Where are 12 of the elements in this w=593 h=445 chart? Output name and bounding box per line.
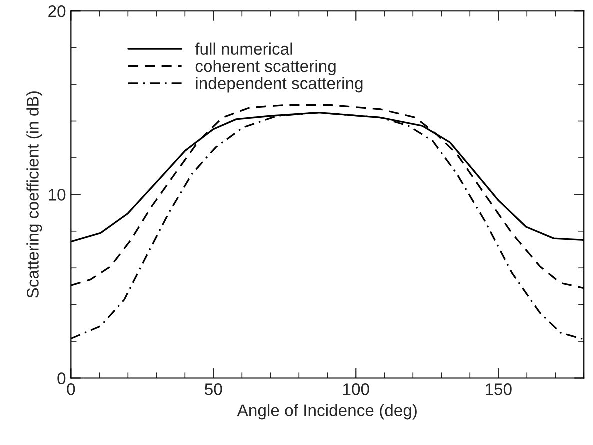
x-tick-label: 150 [486, 384, 512, 396]
x-tick-label: 0 [67, 384, 76, 396]
legend-label: full numerical [195, 42, 292, 56]
y-tick-label: 0 [58, 372, 66, 384]
x-tick-label: 50 [205, 384, 222, 396]
legend-label: coherent scattering [196, 60, 336, 76]
x-tick-label: 100 [344, 384, 370, 396]
y-axis-title: Scattering coefficient (in dB) [26, 92, 42, 298]
x-axis-title: Angle of Incidence (deg) [237, 404, 417, 420]
legend-label: independent scattering [196, 77, 363, 93]
y-tick-label: 20 [48, 6, 66, 18]
y-tick-label: 10 [49, 189, 66, 201]
